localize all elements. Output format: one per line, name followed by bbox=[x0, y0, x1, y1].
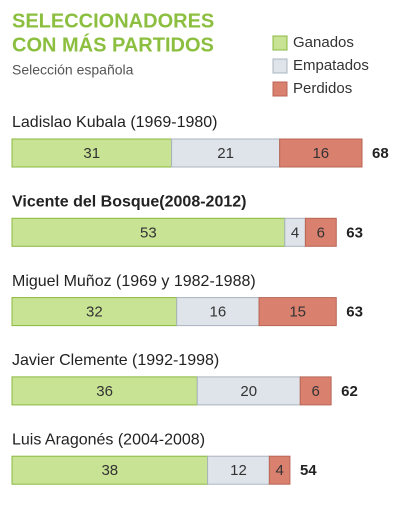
category-label: Luis Aragonés (2004-2008) bbox=[12, 431, 205, 448]
segment-label: 6 bbox=[317, 224, 325, 241]
segment-label: 36 bbox=[96, 383, 113, 400]
bar-segment bbox=[196, 376, 301, 406]
total-label: 68 bbox=[372, 145, 389, 162]
segment-label: 20 bbox=[240, 383, 257, 400]
total-label: 63 bbox=[346, 304, 363, 321]
legend-swatch bbox=[272, 81, 288, 97]
chart-title: CON MÁS PARTIDOS bbox=[12, 33, 214, 56]
segment-label: 12 bbox=[230, 462, 247, 479]
segment-label: 4 bbox=[291, 224, 299, 241]
bar-segment bbox=[11, 297, 178, 327]
segment-label: 38 bbox=[101, 462, 118, 479]
bar-segment bbox=[299, 376, 332, 406]
segment-label: 15 bbox=[289, 304, 306, 321]
segment-label: 4 bbox=[275, 462, 283, 479]
category-label: Ladislao Kubala (1969-1980) bbox=[12, 114, 217, 131]
bar-segment bbox=[207, 455, 270, 485]
segment-label: 16 bbox=[312, 145, 329, 162]
total-label: 63 bbox=[346, 224, 363, 241]
legend-label: Empatados bbox=[293, 57, 369, 74]
legend-label: Perdidos bbox=[293, 80, 352, 97]
legend-swatch bbox=[272, 58, 288, 74]
total-label: 54 bbox=[300, 462, 317, 479]
legend-label: Ganados bbox=[293, 34, 354, 51]
category-label: Javier Clemente (1992-1998) bbox=[12, 352, 219, 369]
category-label: Vicente del Bosque(2008-2012) bbox=[12, 194, 246, 211]
segment-label: 16 bbox=[210, 304, 227, 321]
total-label: 62 bbox=[341, 383, 358, 400]
bar-segment bbox=[171, 138, 281, 168]
segment-label: 21 bbox=[217, 145, 234, 162]
bar-segment bbox=[11, 138, 173, 168]
chart-title: SELECCIONADORES bbox=[12, 10, 214, 32]
segment-label: 53 bbox=[140, 224, 157, 241]
bar-segment bbox=[268, 455, 291, 485]
segment-label: 32 bbox=[86, 304, 103, 321]
legend-swatch bbox=[272, 35, 288, 51]
segment-label: 6 bbox=[312, 383, 320, 400]
bar-segment bbox=[11, 376, 198, 406]
bar-segment bbox=[258, 297, 337, 327]
bar-segment bbox=[279, 138, 363, 168]
bar-segment bbox=[11, 455, 209, 485]
bar-segment bbox=[304, 217, 337, 247]
chart-subtitle: Selección española bbox=[12, 62, 134, 78]
segment-label: 31 bbox=[83, 145, 100, 162]
category-label: Miguel Muñoz (1969 y 1982-1988) bbox=[12, 273, 256, 290]
